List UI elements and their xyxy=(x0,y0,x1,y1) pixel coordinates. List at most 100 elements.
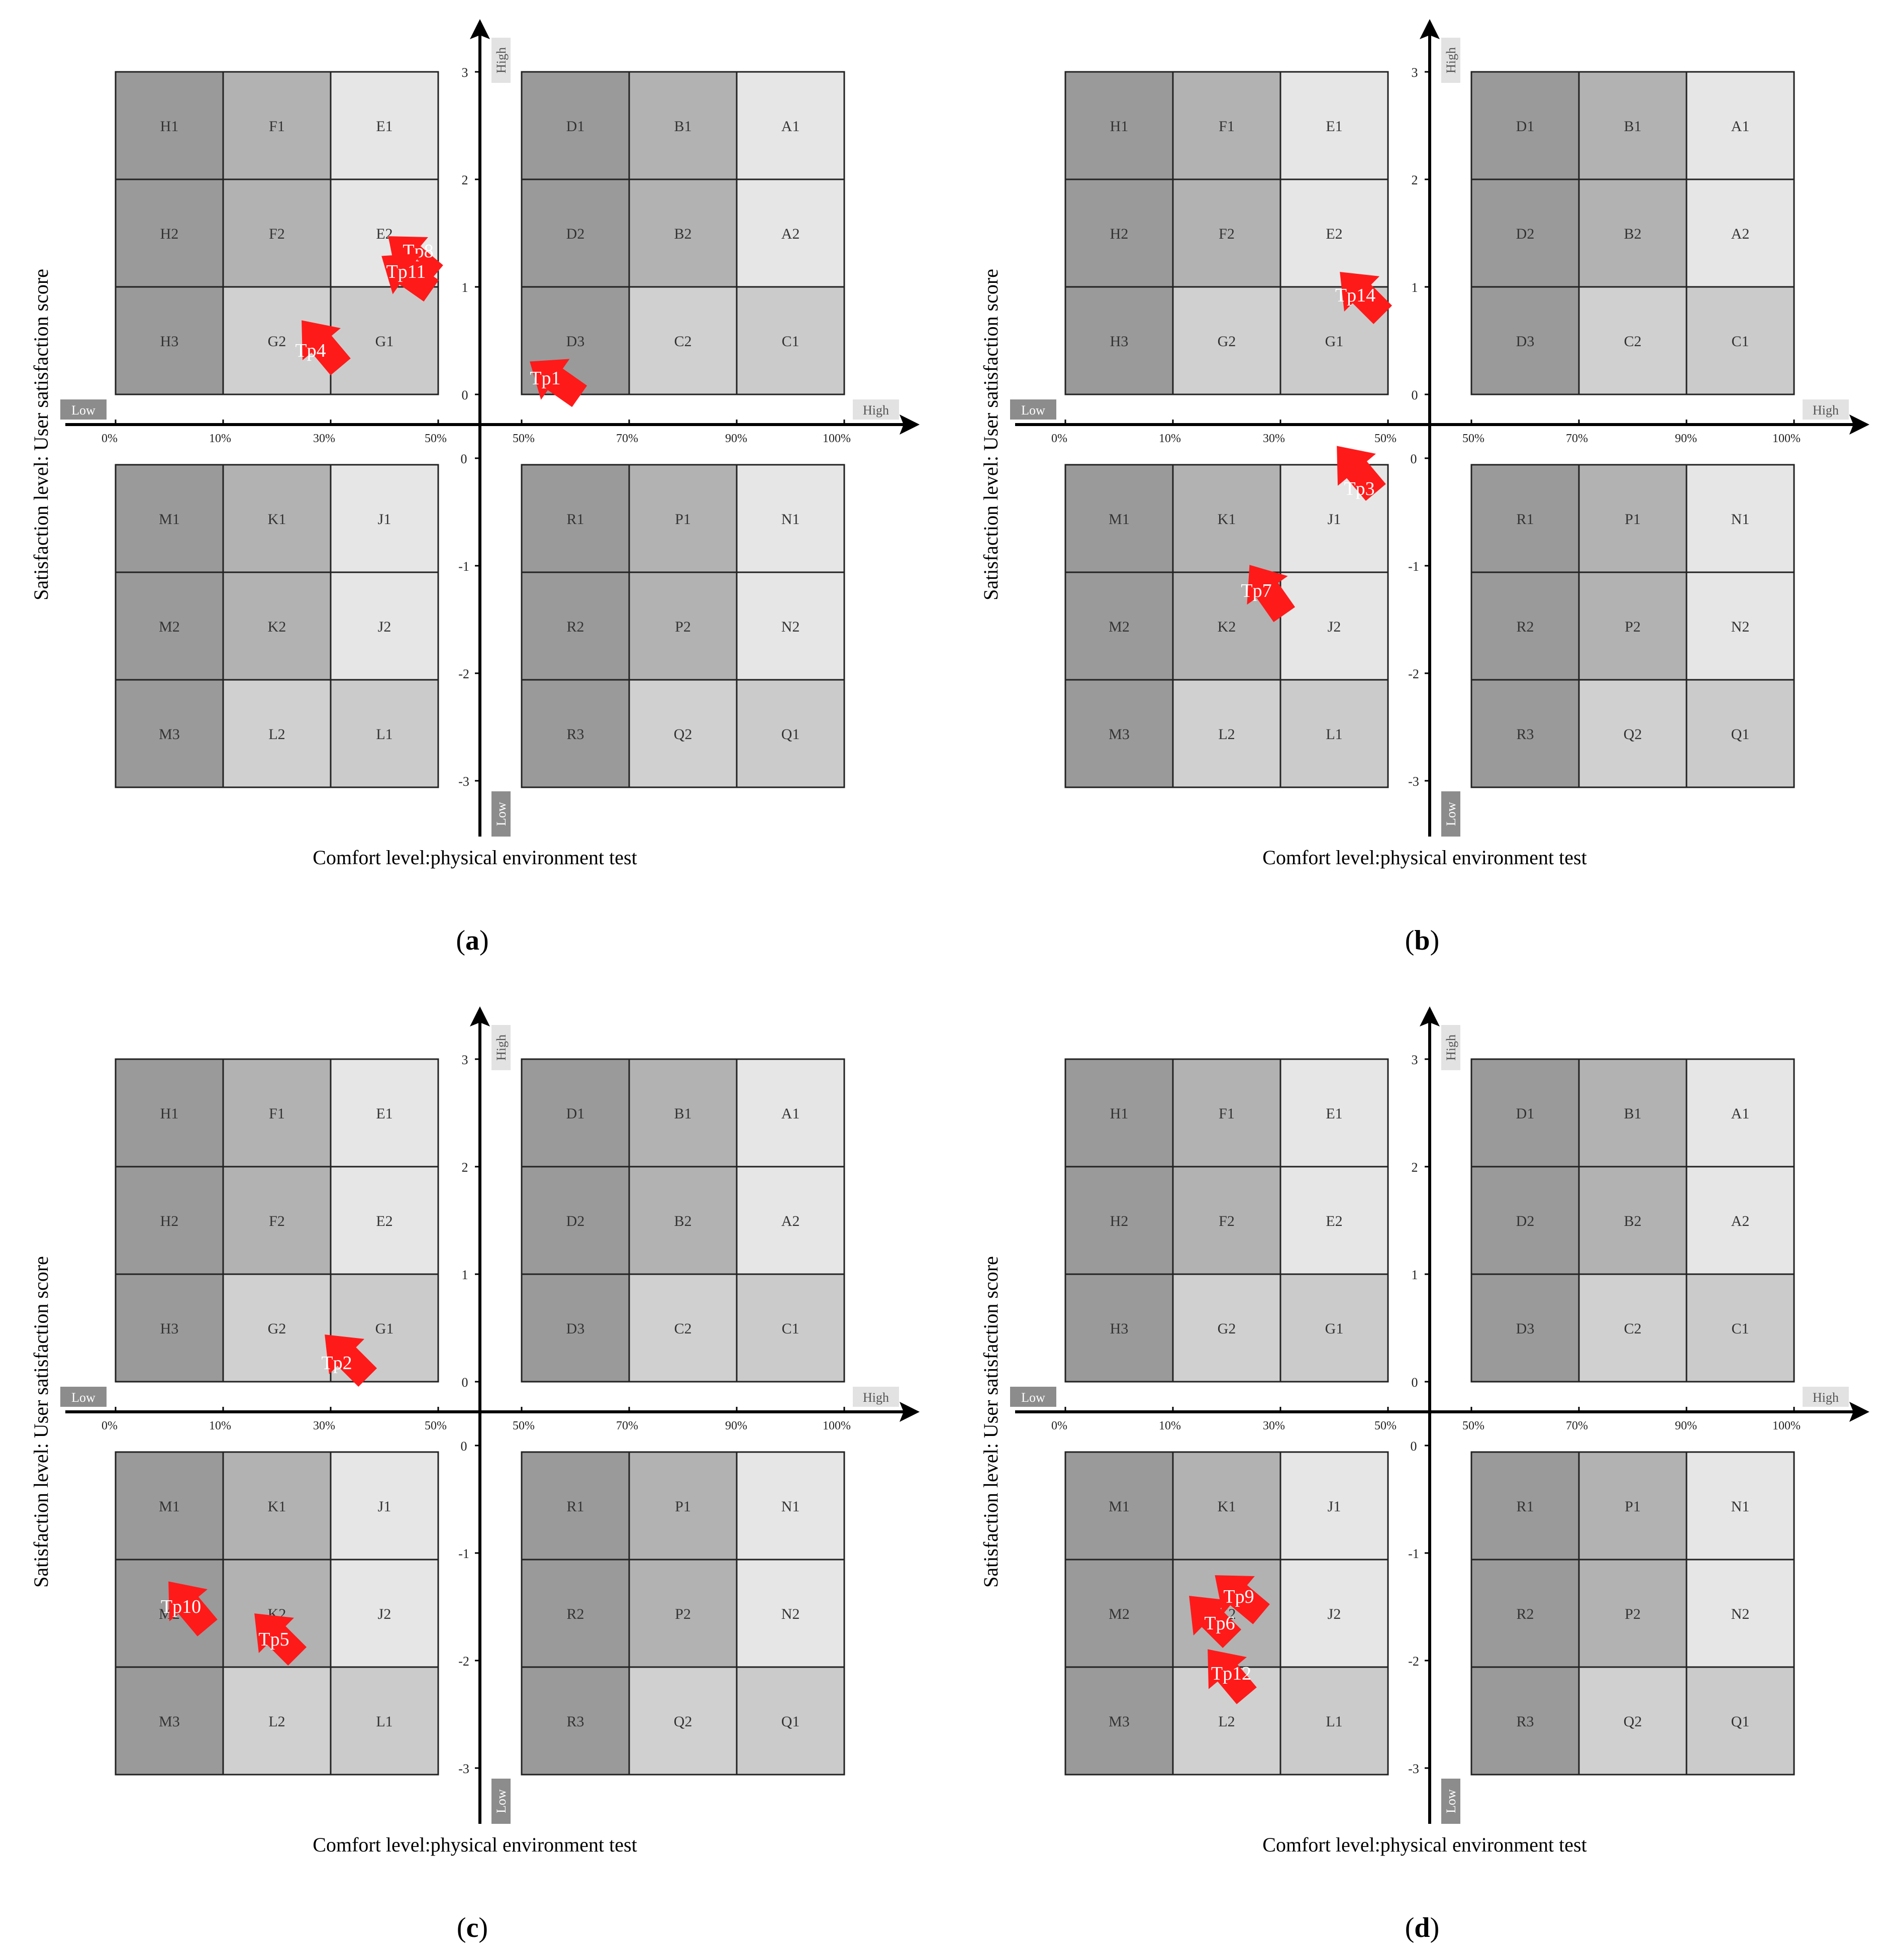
cell-label: H3 xyxy=(160,1320,179,1337)
cell-E2 xyxy=(330,1166,439,1275)
quadrant-upper-left: H1 F1 E1 H2 F2 E2 H3 G2 G1 xyxy=(115,1058,439,1383)
y-high-tag xyxy=(1441,38,1460,83)
cell-P1 xyxy=(1578,1451,1687,1561)
x-tick-label: 10% xyxy=(209,1419,231,1432)
cell-label: J1 xyxy=(378,1498,391,1515)
x-tick-label: 50% xyxy=(513,1419,535,1432)
cell-label: R2 xyxy=(1516,618,1534,635)
cell-D1 xyxy=(521,1058,630,1168)
cell-label: R1 xyxy=(1516,511,1534,528)
cell-E2 xyxy=(1279,1166,1389,1275)
panel-caption: (c) xyxy=(457,1912,488,1943)
cell-label: B2 xyxy=(674,1213,691,1229)
cell-D1 xyxy=(521,71,630,180)
cell-label: Q1 xyxy=(1731,1713,1750,1730)
cell-label: A2 xyxy=(1731,1213,1750,1229)
cell-N2 xyxy=(1685,1559,1795,1668)
cell-F2 xyxy=(1172,1166,1281,1275)
cell-H2 xyxy=(115,178,224,288)
y-tick-label: 0 xyxy=(1412,388,1418,402)
cell-label: B1 xyxy=(1624,1105,1641,1122)
cell-label: A1 xyxy=(781,1105,800,1122)
cell-label: E2 xyxy=(1326,226,1342,242)
cell-B1 xyxy=(1578,1058,1687,1168)
cell-label: D1 xyxy=(566,1105,585,1122)
cell-G2 xyxy=(1172,286,1281,395)
cell-label: R3 xyxy=(566,1713,584,1730)
y-axis-title: Satisfaction level: User satisfaction sc… xyxy=(979,1256,1002,1588)
y-tick-label: 1 xyxy=(462,280,468,295)
cell-H1 xyxy=(115,71,224,180)
cell-label: F2 xyxy=(269,1213,285,1229)
cell-P2 xyxy=(1578,571,1687,681)
cell-label: A1 xyxy=(1731,1105,1750,1122)
x-tick-label: 90% xyxy=(1675,432,1697,445)
cell-label: R2 xyxy=(566,1606,584,1622)
y-axis-arrowhead xyxy=(1420,1006,1440,1026)
cell-label: C2 xyxy=(1624,333,1641,350)
cell-label: J2 xyxy=(378,618,391,635)
cell-label: E1 xyxy=(1326,118,1342,135)
y-axis-title: Satisfaction level: User satisfaction sc… xyxy=(30,1256,52,1588)
cell-label: A2 xyxy=(781,226,800,242)
x-tick-label: 90% xyxy=(725,1419,747,1432)
cell-label: P2 xyxy=(675,1606,691,1622)
cell-R2 xyxy=(521,571,630,681)
x-tick-label: 0% xyxy=(1051,1419,1067,1432)
x-tick-label: 0% xyxy=(102,432,118,445)
y-low-label: Low xyxy=(494,1789,509,1813)
x-axis-arrowhead xyxy=(1849,1402,1869,1422)
marker-label: Tp12 xyxy=(1211,1663,1251,1684)
y-low-tag xyxy=(491,791,511,837)
marker-label: Tp5 xyxy=(258,1629,289,1650)
y-tick-label: -1 xyxy=(1408,559,1419,574)
cell-D3 xyxy=(1470,1273,1580,1383)
cell-label: G1 xyxy=(375,333,394,350)
marker-label: Tp7 xyxy=(1241,580,1271,601)
y-tick-label: 2 xyxy=(1412,173,1418,187)
marker-tp11: Tp11 xyxy=(367,235,446,312)
x-tick-label: 70% xyxy=(616,1419,638,1432)
cell-N1 xyxy=(1685,464,1795,573)
cell-G2 xyxy=(1172,1273,1281,1383)
cell-label: D3 xyxy=(1516,333,1535,350)
x-axis-arrowhead xyxy=(900,1402,920,1422)
cell-label: K1 xyxy=(268,511,286,528)
cell-B2 xyxy=(1578,1166,1687,1275)
x-tick-label: 90% xyxy=(725,432,747,445)
cell-label: L2 xyxy=(1218,1713,1235,1730)
y-tick-label: -2 xyxy=(1408,667,1419,681)
y-tick-label: 0 xyxy=(1411,1439,1417,1454)
quadrant-lower-right: R1 P1 N1 R2 P2 N2 R3 Q2 Q1 xyxy=(521,464,845,788)
cell-E1 xyxy=(330,1058,439,1168)
y-tick-label: 3 xyxy=(462,65,468,80)
y-tick-label: 1 xyxy=(1412,280,1418,295)
cell-label: D1 xyxy=(1516,118,1535,135)
x-low-tag xyxy=(1010,1387,1056,1407)
cell-label: C1 xyxy=(781,1320,799,1337)
cell-D3 xyxy=(1470,286,1580,395)
cell-R1 xyxy=(521,1451,630,1561)
quadrant-upper-right: D1 B1 A1 D2 B2 A2 D3 C2 C1 xyxy=(1470,71,1795,395)
cell-label: K2 xyxy=(268,618,286,635)
y-high-label: High xyxy=(1444,47,1458,73)
cell-label: L2 xyxy=(268,726,285,743)
cell-label: M2 xyxy=(159,618,180,635)
cell-D1 xyxy=(1470,1058,1580,1168)
marker-label: Tp14 xyxy=(1335,285,1375,306)
cell-M2 xyxy=(115,571,224,681)
cell-label: G1 xyxy=(1325,333,1344,350)
x-tick-label: 70% xyxy=(1566,1419,1588,1432)
cell-D2 xyxy=(1470,178,1580,288)
cell-label: M1 xyxy=(1109,1498,1130,1515)
cell-C1 xyxy=(1685,286,1795,395)
cell-label: G1 xyxy=(375,1320,394,1337)
cell-H3 xyxy=(1064,1273,1174,1383)
cell-label: B1 xyxy=(1624,118,1641,135)
cell-H3 xyxy=(115,286,224,395)
cell-label: L1 xyxy=(1326,726,1342,743)
cell-label: F2 xyxy=(1219,1213,1235,1229)
